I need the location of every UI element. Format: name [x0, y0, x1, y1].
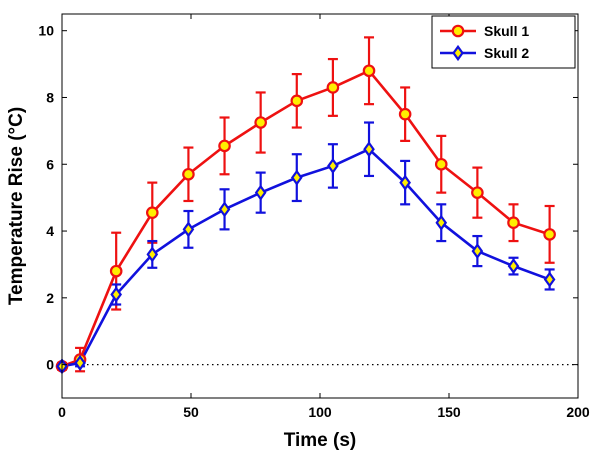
- skull-1-point: [109, 264, 123, 278]
- skull-2-point: [254, 184, 267, 201]
- y-tick-label: 0: [46, 357, 54, 373]
- skull-2-point: [74, 354, 86, 372]
- skull-1-point: [471, 186, 484, 199]
- skull-1-point: [182, 167, 195, 181]
- legend-label-skull-2: Skull 2: [484, 45, 529, 61]
- y-tick-label: 8: [46, 89, 54, 105]
- legend-marker-skull-1: [451, 24, 465, 38]
- x-tick-label: 200: [566, 404, 590, 420]
- skull-1-point: [146, 206, 159, 219]
- skull-1-point: [254, 116, 267, 129]
- skull-1-point: [290, 94, 304, 108]
- legend: Skull 1 Skull 2: [431, 15, 576, 69]
- x-tick-label: 0: [58, 404, 66, 420]
- skull-2-point: [543, 271, 556, 288]
- y-tick-label: 10: [38, 23, 54, 39]
- y-axis-title: Temperature Rise (°C): [6, 107, 27, 305]
- skull-1-point: [434, 157, 448, 171]
- skull-2-point: [182, 221, 195, 238]
- skull-2-point: [507, 258, 520, 275]
- x-tick-label: 100: [308, 404, 332, 420]
- x-axis-title: Time (s): [284, 430, 357, 451]
- skull-2-point: [399, 174, 411, 191]
- skull-2-point: [435, 214, 448, 231]
- skull-1-point: [507, 216, 520, 229]
- legend-box: [431, 15, 576, 69]
- skull-2-point: [327, 157, 339, 175]
- skull-1-point: [326, 81, 340, 94]
- skull-2-point: [218, 201, 231, 218]
- skull-2-point: [290, 169, 303, 186]
- legend-marker-skull-2: [452, 44, 464, 62]
- skull-1-point: [398, 107, 412, 121]
- y-tick-label: 2: [46, 290, 54, 306]
- skull-1-point: [543, 228, 556, 241]
- skull-2-point: [471, 242, 484, 260]
- y-tick-label: 6: [46, 156, 54, 172]
- legend-label-skull-1: Skull 1: [484, 23, 529, 39]
- plot-area: [62, 14, 578, 398]
- skull-2-point: [363, 141, 375, 158]
- x-tick-label: 50: [183, 404, 199, 420]
- x-tick-label: 150: [437, 404, 461, 420]
- skull-2-point: [146, 246, 159, 263]
- skull-2-point: [110, 286, 122, 303]
- skull-1-point: [218, 139, 231, 153]
- y-tick-label: 4: [46, 223, 54, 239]
- skull-1-point: [362, 64, 376, 78]
